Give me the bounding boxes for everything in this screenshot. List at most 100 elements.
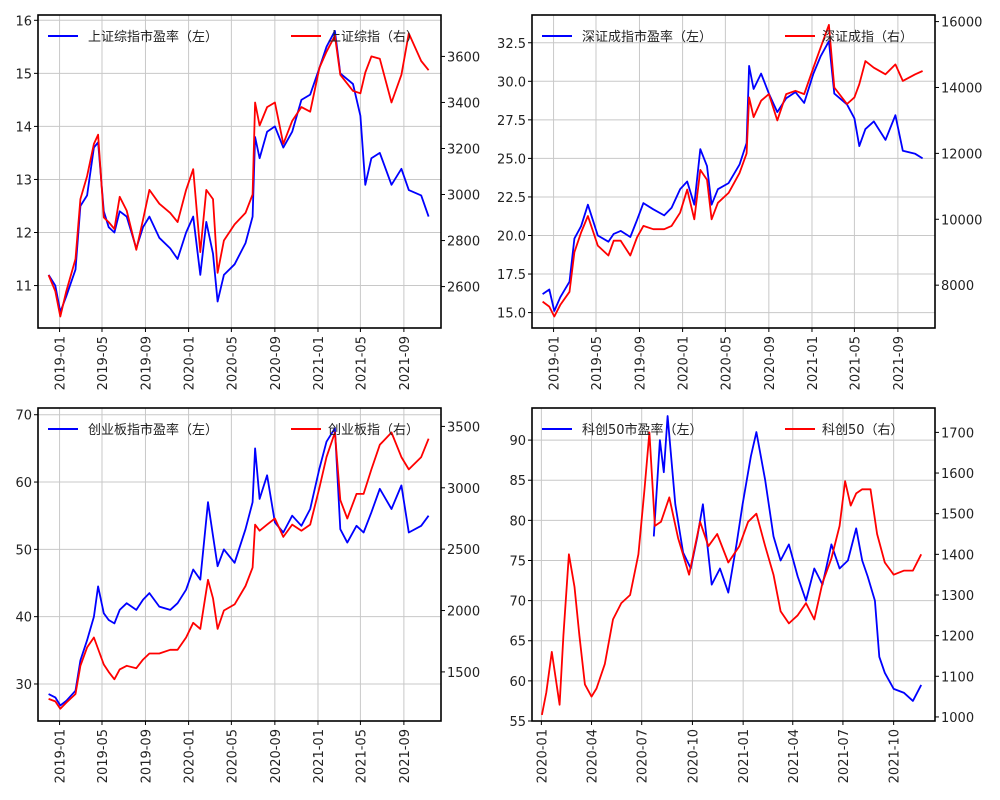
- x-tick-label: 2020-01: [183, 336, 198, 390]
- y-right-tick-label: 8000: [941, 279, 974, 294]
- chart-panel-3: 30 40 50 60 70 1500 2000 2500 3000 3500 2019-01 201…: [15, 407, 480, 783]
- y-right-tick-label: 2000: [447, 605, 480, 620]
- y-right-tick-label: 1500: [447, 666, 480, 681]
- y-left-tick-label: 16: [15, 14, 32, 29]
- x-tick-label: 2020-04: [586, 729, 601, 783]
- y-right-tick-label: 3200: [447, 142, 480, 157]
- x-tick-label: 2020-09: [269, 729, 284, 783]
- y-right-tick-label: 3000: [447, 482, 480, 497]
- series-line-left: [652, 415, 922, 702]
- series-line-right: [47, 32, 430, 318]
- legend-label-right: 上证综指（右）: [328, 30, 419, 45]
- y-right-tick-label: 1000: [941, 711, 974, 726]
- x-tick-label: 2021-01: [312, 336, 327, 390]
- y-right-tick-label: 2500: [447, 543, 480, 558]
- y-left-tick-label: 11: [15, 280, 32, 295]
- y-left-tick-label: 17.5: [497, 268, 526, 283]
- x-tick-label: 2021-07: [837, 729, 852, 783]
- x-tick-label: 2019-05: [96, 729, 111, 783]
- x-tick-label: 2021-05: [354, 729, 369, 783]
- x-tick-label: 2021-09: [398, 336, 413, 390]
- legend-label-right: 创业板指（右）: [328, 423, 419, 438]
- y-right-tick-label: 3000: [447, 189, 480, 204]
- grid: [532, 15, 935, 328]
- grid: [532, 408, 935, 722]
- y-left-tick-label: 60: [509, 675, 526, 690]
- y-right-tick-label: 10000: [941, 213, 982, 228]
- y-left-tick-label: 75: [509, 554, 526, 569]
- y-left-tick-label: 50: [15, 543, 32, 558]
- y-right-tick-label: 16000: [941, 16, 982, 31]
- x-tick-label: 2019-09: [139, 336, 154, 390]
- y-right-tick-label: 1600: [941, 467, 974, 482]
- x-tick-label: 2020-01: [535, 729, 550, 783]
- x-tick-label: 2020-09: [269, 336, 284, 390]
- grid: [38, 15, 441, 328]
- chart-panel-2: 15.0 17.5 20.0 22.5 25.0 27.5 30.0 32.5 8000 1000…: [497, 14, 982, 390]
- y-right-tick-label: 2600: [447, 281, 480, 296]
- y-left-tick-label: 65: [509, 635, 526, 650]
- y-left-tick-label: 13: [15, 173, 32, 188]
- legend-label-left: 科创50市盈率（左）: [582, 422, 703, 438]
- legend-label-right: 科创50（右）: [822, 423, 904, 438]
- y-left-tick-label: 80: [509, 514, 526, 529]
- x-tick-label: 2021-10: [888, 729, 903, 783]
- x-tick-label: 2021-01: [312, 729, 327, 783]
- legend-label-right: 深证成指（右）: [822, 30, 913, 45]
- x-tick-label: 2019-01: [54, 336, 69, 390]
- x-tick-label: 2020-05: [719, 336, 734, 390]
- legend-label-left: 深证成指市盈率（左）: [582, 29, 712, 45]
- x-tick-label: 2020-01: [183, 729, 198, 783]
- legend-label-left: 上证综指市盈率（左）: [88, 29, 218, 45]
- y-left-tick-label: 70: [15, 409, 32, 424]
- plot-frame: [531, 407, 936, 722]
- y-left-tick-label: 32.5: [497, 37, 526, 52]
- x-tick-label: 2019-01: [548, 336, 563, 390]
- y-right-tick-label: 1300: [941, 589, 974, 604]
- series-line-right: [542, 24, 923, 318]
- series-line-left: [542, 40, 924, 312]
- y-left-tick-label: 90: [509, 434, 526, 449]
- y-left-tick-label: 22.5: [497, 191, 526, 206]
- y-right-tick-label: 3600: [447, 50, 480, 65]
- series-line-left: [48, 427, 430, 707]
- x-tick-label: 2019-09: [633, 336, 648, 390]
- legend-label-left: 创业板指市盈率（左）: [88, 422, 218, 438]
- x-tick-label: 2019-05: [96, 336, 111, 390]
- y-right-tick-label: 3400: [447, 96, 480, 111]
- y-right-tick-label: 1100: [941, 670, 974, 685]
- chart-panel-1: 11 12 13 14 15 16 2600 2800 3000 3200 3400 3600 2019…: [15, 14, 480, 390]
- x-tick-label: 2020-09: [763, 336, 778, 390]
- chart-panel-4: 55 60 65 70 75 80 85 90 1000 1100 1200 1300 1400 1500…: [509, 407, 974, 783]
- plot-frame: [37, 407, 442, 722]
- y-left-tick-label: 55: [509, 715, 526, 730]
- plot-frame: [531, 14, 936, 329]
- y-left-tick-label: 15: [15, 67, 32, 82]
- y-left-tick-label: 70: [509, 595, 526, 610]
- y-right-tick-label: 1400: [941, 548, 974, 563]
- y-left-tick-label: 30: [15, 678, 32, 693]
- x-tick-label: 2020-05: [225, 336, 240, 390]
- y-right-tick-label: 12000: [941, 147, 982, 162]
- x-tick-label: 2021-09: [398, 729, 413, 783]
- y-left-tick-label: 14: [15, 120, 32, 135]
- x-tick-label: 2020-01: [677, 336, 692, 390]
- y-left-tick-label: 60: [15, 476, 32, 491]
- y-right-tick-label: 1500: [941, 508, 974, 523]
- x-tick-label: 2021-04: [787, 729, 802, 783]
- x-tick-label: 2021-05: [354, 336, 369, 390]
- x-tick-label: 2020-05: [225, 729, 240, 783]
- y-left-tick-label: 15.0: [497, 307, 526, 322]
- y-right-tick-label: 14000: [941, 81, 982, 96]
- x-tick-label: 2019-09: [139, 729, 154, 783]
- plot-frame: [37, 14, 442, 329]
- y-left-tick-label: 85: [509, 474, 526, 489]
- x-tick-label: 2019-05: [590, 336, 605, 390]
- x-tick-label: 2020-10: [686, 729, 701, 783]
- y-left-tick-label: 40: [15, 611, 32, 626]
- x-tick-label: 2021-05: [848, 336, 863, 390]
- x-tick-label: 2021-09: [892, 336, 907, 390]
- series-line-right: [541, 431, 923, 716]
- y-right-tick-label: 1200: [941, 630, 974, 645]
